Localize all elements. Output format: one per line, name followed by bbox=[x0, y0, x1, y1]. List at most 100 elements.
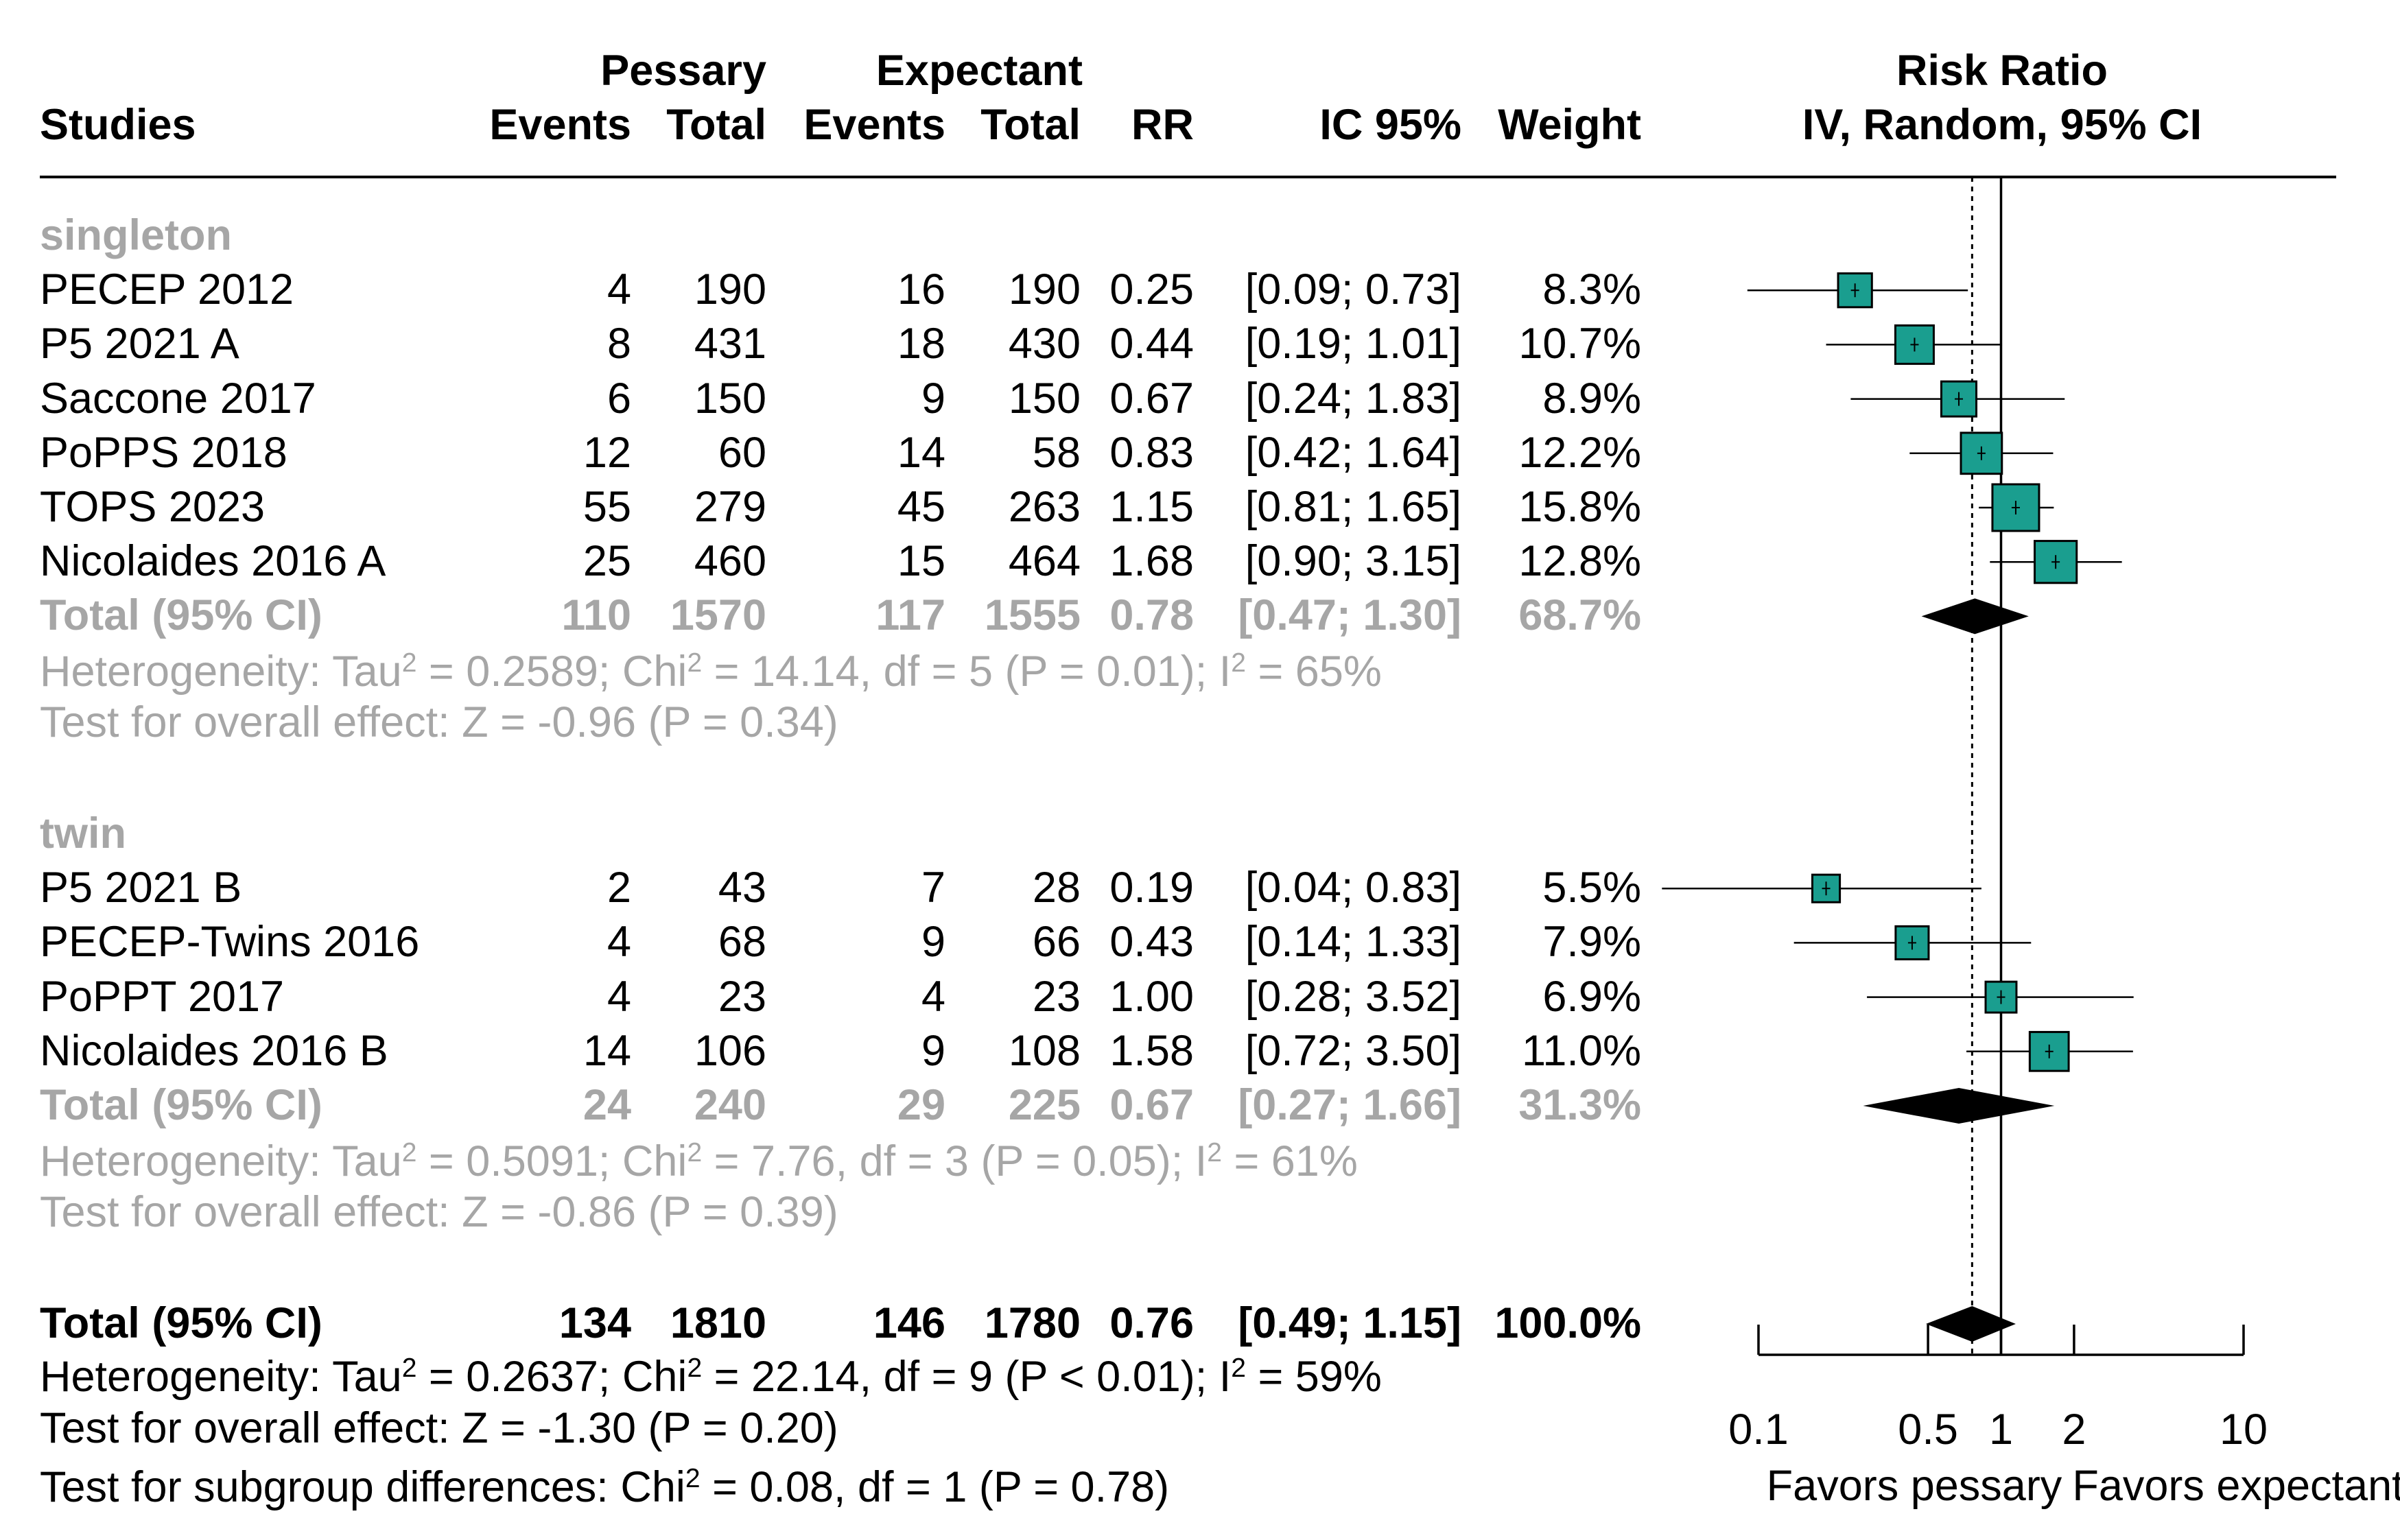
risk-ratio: 1.00 bbox=[1109, 972, 1194, 1021]
expectant-total: 58 bbox=[1032, 428, 1081, 477]
confidence-interval: [0.49; 1.15] bbox=[1238, 1299, 1461, 1347]
pessary-events: 4 bbox=[607, 972, 631, 1021]
weight: 6.9% bbox=[1542, 972, 1641, 1021]
favors-right-label: Favors expectant bbox=[2072, 1462, 2400, 1510]
expectant-total: 1780 bbox=[984, 1299, 1081, 1347]
pessary-events: 14 bbox=[583, 1026, 631, 1075]
confidence-interval: [0.42; 1.64] bbox=[1245, 428, 1461, 477]
pessary-total: 23 bbox=[718, 972, 766, 1021]
subgroup-overall-effect-test: Test for overall effect: Z = -0.96 (P = … bbox=[40, 698, 838, 747]
expectant-events: 45 bbox=[897, 483, 945, 531]
weight: 100.0% bbox=[1494, 1299, 1641, 1347]
pessary-total: 279 bbox=[694, 483, 766, 531]
weight: 12.8% bbox=[1518, 537, 1641, 586]
x-tick-label: 0.1 bbox=[1728, 1406, 1789, 1454]
weight: 31.3% bbox=[1518, 1081, 1641, 1129]
confidence-interval: [0.09; 0.73] bbox=[1245, 265, 1461, 314]
confidence-interval: [0.28; 3.52] bbox=[1245, 972, 1461, 1021]
pessary-total: 106 bbox=[694, 1026, 766, 1075]
confidence-interval: [0.14; 1.33] bbox=[1245, 918, 1461, 967]
study-name: P5 2021 B bbox=[40, 864, 242, 912]
superscript: 2 bbox=[401, 1353, 417, 1383]
pessary-events: 25 bbox=[583, 537, 631, 586]
risk-ratio: 1.68 bbox=[1109, 537, 1194, 586]
confidence-interval: [0.24; 1.83] bbox=[1245, 374, 1461, 423]
superscript: 2 bbox=[687, 1137, 703, 1168]
header-ci: IC 95% bbox=[1319, 101, 1461, 149]
expectant-events: 4 bbox=[921, 972, 945, 1021]
summary-diamond bbox=[1921, 598, 2029, 635]
superscript: 2 bbox=[401, 1137, 417, 1168]
weight: 12.2% bbox=[1518, 428, 1641, 477]
summary-diamond bbox=[1863, 1088, 2055, 1124]
expectant-events: 14 bbox=[897, 428, 945, 477]
expectant-total: 23 bbox=[1032, 972, 1081, 1021]
superscript: 2 bbox=[1207, 1137, 1222, 1168]
pessary-events: 6 bbox=[607, 374, 631, 423]
expectant-events: 18 bbox=[897, 320, 945, 368]
expectant-total: 1555 bbox=[984, 591, 1081, 640]
header-pessary-events: Events bbox=[489, 101, 631, 149]
superscript: 2 bbox=[1231, 648, 1246, 678]
expectant-events: 146 bbox=[873, 1299, 945, 1347]
study-name: P5 2021 A bbox=[40, 320, 239, 368]
risk-ratio: 0.78 bbox=[1109, 591, 1194, 640]
overall-total-label: Total (95% CI) bbox=[40, 1299, 322, 1347]
overall-effect-test: Test for overall effect: Z = -1.30 (P = … bbox=[40, 1404, 838, 1452]
header-pessary: Pessary bbox=[600, 47, 766, 95]
expectant-events: 9 bbox=[921, 918, 945, 967]
risk-ratio: 0.25 bbox=[1109, 265, 1194, 314]
pessary-total: 60 bbox=[718, 428, 766, 477]
header-expectant-total: Total bbox=[980, 101, 1081, 149]
pessary-events: 110 bbox=[561, 591, 631, 640]
pessary-total: 460 bbox=[694, 537, 766, 586]
x-tick-label: 1 bbox=[1988, 1406, 2014, 1454]
plot-title-risk-ratio: Risk Ratio bbox=[1896, 47, 2108, 95]
favors-left-label: Favors pessary bbox=[1766, 1462, 2062, 1510]
pessary-total: 240 bbox=[694, 1081, 766, 1129]
confidence-interval: [0.47; 1.30] bbox=[1238, 591, 1461, 640]
weight: 11.0% bbox=[1522, 1026, 1641, 1075]
pessary-events: 2 bbox=[607, 864, 631, 912]
confidence-interval: [0.19; 1.01] bbox=[1245, 320, 1461, 368]
pessary-total: 431 bbox=[694, 320, 766, 368]
expectant-total: 108 bbox=[1008, 1026, 1081, 1075]
x-tick-label: 2 bbox=[2062, 1406, 2086, 1454]
overall-heterogeneity: Heterogeneity: Tau2 = 0.2637; Chi2 = 22.… bbox=[40, 1353, 1382, 1401]
study-name: PECEP 2012 bbox=[40, 265, 294, 314]
expectant-total: 430 bbox=[1008, 320, 1081, 368]
header-expectant: Expectant bbox=[875, 47, 1083, 95]
expectant-events: 15 bbox=[897, 537, 945, 586]
expectant-total: 263 bbox=[1008, 483, 1081, 531]
weight: 10.7% bbox=[1518, 320, 1641, 368]
expectant-total: 225 bbox=[1008, 1081, 1081, 1129]
study-name: Nicolaides 2016 A bbox=[40, 537, 386, 586]
confidence-interval: [0.72; 3.50] bbox=[1245, 1026, 1461, 1075]
pessary-total: 68 bbox=[718, 918, 766, 967]
expectant-total: 28 bbox=[1032, 864, 1081, 912]
pessary-events: 8 bbox=[607, 320, 631, 368]
study-name: Nicolaides 2016 B bbox=[40, 1026, 388, 1075]
subgroup-heterogeneity: Heterogeneity: Tau2 = 0.2589; Chi2 = 14.… bbox=[40, 648, 1382, 696]
header-studies: Studies bbox=[40, 101, 196, 149]
weight: 5.5% bbox=[1542, 864, 1641, 912]
pessary-total: 1570 bbox=[670, 591, 766, 640]
pessary-events: 12 bbox=[583, 428, 631, 477]
risk-ratio: 0.43 bbox=[1109, 918, 1194, 967]
pessary-total: 1810 bbox=[670, 1299, 766, 1347]
pessary-total: 150 bbox=[694, 374, 766, 423]
expectant-events: 9 bbox=[921, 374, 945, 423]
expectant-events: 29 bbox=[897, 1081, 945, 1129]
weight: 7.9% bbox=[1542, 918, 1641, 967]
expectant-total: 190 bbox=[1008, 265, 1081, 314]
subgroup-total-label: Total (95% CI) bbox=[40, 591, 322, 640]
risk-ratio: 0.67 bbox=[1109, 374, 1194, 423]
risk-ratio: 1.58 bbox=[1109, 1026, 1194, 1075]
header-weight: Weight bbox=[1498, 101, 1641, 149]
pessary-events: 134 bbox=[558, 1299, 631, 1347]
expectant-events: 16 bbox=[897, 265, 945, 314]
subgroup-label: twin bbox=[40, 809, 126, 857]
weight: 15.8% bbox=[1518, 483, 1641, 531]
